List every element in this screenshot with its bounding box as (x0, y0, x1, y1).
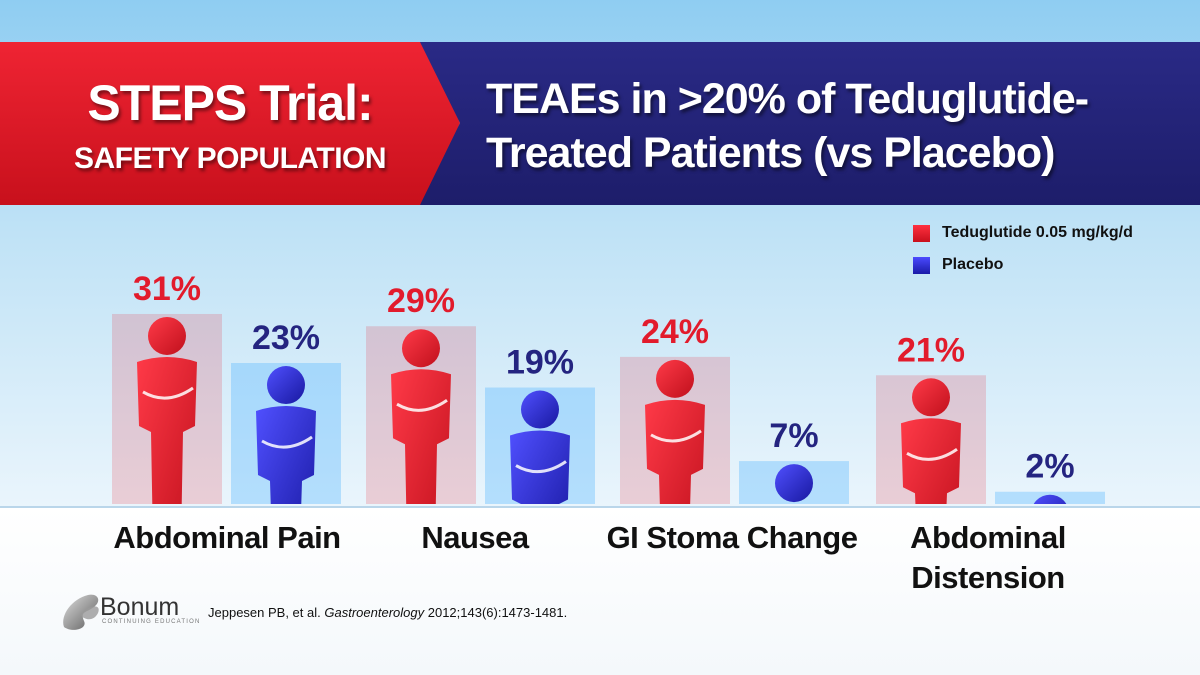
legend-swatch-placebo (913, 256, 930, 274)
data-label-placebo-2: 7% (769, 417, 818, 455)
person-pictogram-icon (137, 316, 197, 504)
chart-title: TEAEs in >20% of Teduglutide- Treated Pa… (470, 72, 1200, 180)
citation-authors: Jeppesen PB, et al. (208, 605, 321, 620)
person-pictogram-icon (901, 378, 961, 504)
citation-journal: Gastroenterology (324, 605, 425, 620)
person-pictogram-icon (1033, 494, 1067, 504)
citation-details: 2012;143(6):1473-1481. (427, 605, 568, 620)
category-label-line: Abdominal (910, 520, 1066, 555)
category-label-line: Distension (911, 560, 1065, 595)
category-label: GI Stoma Change (602, 518, 862, 558)
trial-title: STEPS Trial: (87, 75, 373, 131)
category-label-line: GI Stoma Change (606, 520, 858, 555)
citation: Jeppesen PB, et al. Gastroenterology 201… (208, 605, 567, 620)
banner-red-panel (0, 42, 460, 205)
category-label: Abdominal Pain (97, 518, 357, 558)
data-label-teduglutide-3: 21% (897, 331, 965, 369)
title-banner: STEPS Trial: SAFETY POPULATION TEAEs in … (0, 42, 1200, 205)
footer-background (0, 508, 1200, 675)
person-pictogram-icon (391, 329, 451, 505)
logo-wordmark: Bonum (100, 593, 180, 621)
person-pictogram-icon (256, 366, 316, 505)
banner-blue-panel (420, 42, 1200, 205)
data-label-teduglutide-0: 31% (133, 270, 201, 308)
legend-label-teduglutide: Teduglutide 0.05 mg/kg/d (942, 224, 1133, 241)
data-label-placebo-3: 2% (1025, 448, 1074, 486)
chart-title-line2: Treated Patients (vs Placebo) (486, 129, 1055, 177)
data-label-placebo-1: 19% (506, 344, 574, 382)
legend-label-placebo: Placebo (942, 256, 1004, 273)
person-pictogram-icon (645, 359, 705, 504)
data-label-placebo-0: 23% (252, 319, 320, 357)
logo-tagline: CONTINUING EDUCATION (102, 619, 201, 625)
population-subtitle: SAFETY POPULATION (73, 142, 387, 175)
data-label-teduglutide-1: 29% (387, 282, 455, 320)
person-pictogram-icon (775, 464, 813, 503)
legend-item-teduglutide: Teduglutide 0.05 mg/kg/d (913, 222, 1133, 244)
legend-swatch-teduglutide (913, 224, 930, 242)
category-label: Nausea (345, 518, 605, 558)
chart-title-line1: TEAEs in >20% of Teduglutide- (486, 75, 1089, 123)
legend-item-placebo: Placebo (913, 254, 1133, 276)
category-label-line: Abdominal Pain (113, 520, 341, 555)
person-pictogram-icon (510, 390, 570, 504)
data-label-teduglutide-2: 24% (641, 313, 709, 351)
bonum-logo-icon (63, 594, 99, 630)
category-label-line: Nausea (421, 520, 529, 555)
category-label: Abdominal Distension (858, 518, 1118, 598)
legend: Teduglutide 0.05 mg/kg/d Placebo (913, 222, 1133, 286)
